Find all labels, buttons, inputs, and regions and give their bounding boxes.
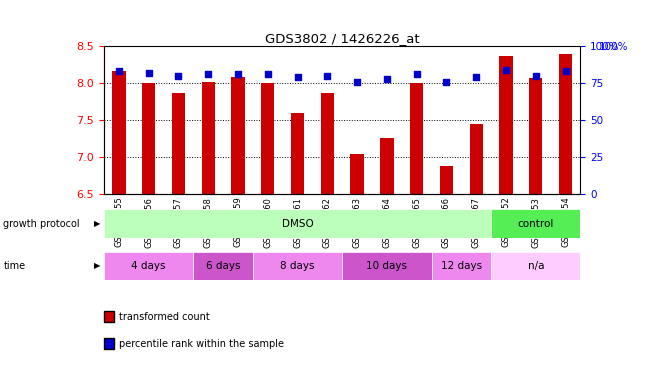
Bar [142, 83, 156, 194]
Text: 8 days: 8 days [280, 261, 315, 271]
Text: transformed count: transformed count [119, 312, 209, 322]
Bar [380, 138, 394, 194]
Bar [491, 209, 580, 238]
Text: ▶: ▶ [94, 262, 101, 270]
Point [144, 70, 154, 76]
Point [560, 68, 571, 74]
Point [441, 78, 452, 84]
Point [411, 71, 422, 77]
Point [292, 74, 303, 80]
Text: 12 days: 12 days [441, 261, 482, 271]
Bar [104, 209, 491, 238]
Point [173, 73, 184, 79]
Point [382, 76, 393, 82]
Text: 10 days: 10 days [366, 261, 407, 271]
Bar [559, 54, 572, 194]
Point [322, 73, 333, 79]
Text: ▶: ▶ [94, 219, 101, 228]
Bar [261, 83, 274, 194]
Bar [342, 252, 431, 280]
Point [530, 73, 541, 79]
Text: 4 days: 4 days [132, 261, 166, 271]
Bar [231, 77, 245, 194]
Bar [193, 252, 253, 280]
Text: percentile rank within the sample: percentile rank within the sample [119, 339, 284, 349]
Point [501, 67, 511, 73]
Point [262, 71, 273, 77]
Bar [440, 166, 453, 194]
Bar [529, 78, 542, 194]
Bar [410, 83, 423, 194]
Bar [201, 82, 215, 194]
Bar [350, 154, 364, 194]
Text: DMSO: DMSO [282, 218, 313, 229]
Text: time: time [3, 261, 25, 271]
Y-axis label: 100%: 100% [599, 41, 629, 51]
Bar [104, 252, 193, 280]
Text: n/a: n/a [527, 261, 544, 271]
Text: control: control [517, 218, 554, 229]
Title: GDS3802 / 1426226_at: GDS3802 / 1426226_at [265, 32, 419, 45]
Bar [470, 124, 483, 194]
Bar [253, 252, 342, 280]
Point [352, 78, 362, 84]
Bar [291, 113, 304, 194]
Point [203, 71, 213, 77]
Bar [172, 93, 185, 194]
Point [113, 68, 124, 74]
Text: 6 days: 6 days [206, 261, 240, 271]
Point [233, 71, 244, 77]
Bar [112, 71, 125, 194]
Bar [491, 252, 580, 280]
Text: growth protocol: growth protocol [3, 218, 80, 229]
Point [471, 74, 482, 80]
Bar [431, 252, 491, 280]
Bar [321, 93, 334, 194]
Bar [499, 56, 513, 194]
